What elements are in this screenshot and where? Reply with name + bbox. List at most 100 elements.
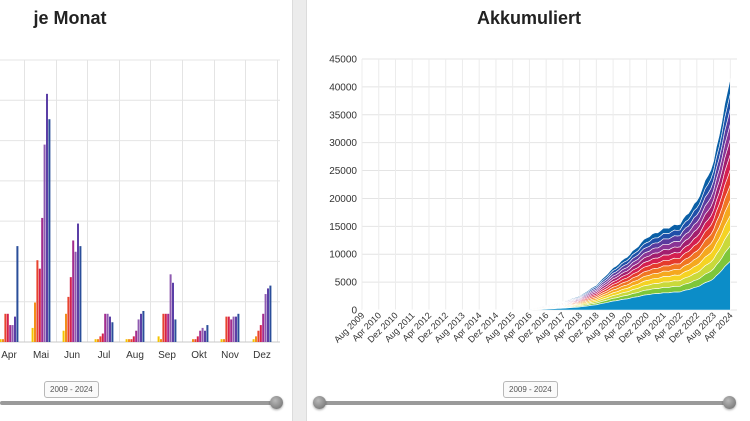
bar-okt-series-4 [196, 336, 199, 342]
y-tick-label: 10000 [329, 250, 357, 261]
bar-nov-series-5 [230, 319, 233, 342]
bar-apr-series-2 [1, 339, 4, 342]
bar-nov-series-4 [227, 316, 230, 342]
bar-jun-series-2 [65, 313, 67, 342]
area-series-1 [362, 260, 731, 311]
bar-okt-series-6 [201, 327, 204, 342]
bar-jul-series-4 [101, 333, 104, 342]
y-tick-label: 0 [351, 306, 357, 317]
bar-sep-series-1 [157, 336, 160, 342]
bar-aug-series-8 [142, 310, 145, 342]
bar-jun-series-8 [79, 246, 82, 342]
bar-jul-series-8 [111, 322, 114, 342]
bar-jul-series-5 [104, 313, 107, 342]
accumulated-range-slider-handle-end[interactable] [723, 396, 736, 409]
accumulated-range-slider-track[interactable] [319, 401, 729, 405]
bar-nov-series-1 [220, 339, 223, 342]
bar-sep-series-4 [164, 313, 167, 342]
bar-okt-series-5 [199, 330, 202, 342]
bar-jul-series-7 [109, 316, 111, 342]
y-tick-label: 15000 [329, 222, 357, 233]
bar-nov-series-7 [235, 316, 237, 342]
bar-apr-series-4 [6, 313, 9, 342]
x-tick-label: Aug [126, 350, 144, 361]
bar-nov-series-6 [232, 316, 235, 342]
bar-aug-series-3 [130, 339, 133, 342]
bar-sep-series-6 [169, 274, 172, 342]
bar-dez-series-6 [264, 294, 267, 342]
bar-okt-series-7 [204, 330, 206, 342]
x-tick-label: Mai [33, 350, 49, 361]
bar-mai-series-8 [48, 119, 51, 342]
bar-jul-series-1 [94, 339, 97, 342]
bar-dez-series-4 [259, 325, 262, 342]
bar-apr-series-3 [4, 313, 7, 342]
bar-aug-series-2 [128, 339, 130, 342]
monthly-range-slider-track[interactable] [0, 401, 276, 405]
y-tick-label: 20000 [329, 194, 357, 205]
bar-apr-series-8 [16, 246, 19, 342]
accumulated-range-label: 2009 - 2024 [503, 381, 558, 398]
monthly-range-slider-handle-end[interactable] [270, 396, 283, 409]
bar-jun-series-3 [67, 296, 70, 342]
bar-okt-series-2 [192, 339, 194, 342]
bar-jun-series-6 [74, 251, 77, 342]
bar-mai-series-4 [38, 268, 41, 342]
bar-dez-series-7 [267, 288, 269, 342]
bar-okt-series-3 [194, 339, 197, 342]
bar-sep-series-8 [174, 319, 177, 342]
bar-dez-series-3 [257, 330, 260, 342]
bar-dez-series-1 [252, 339, 255, 342]
bar-dez-series-8 [269, 285, 272, 342]
bar-jun-series-5 [72, 240, 75, 342]
accumulated-chart-panel: Akkumuliert 0 5000 10000 15000 20000 25000 300… [306, 0, 750, 421]
y-tick-label: 45000 [329, 55, 357, 66]
bar-mai-series-3 [36, 260, 39, 342]
bar-mai-series-7 [46, 93, 48, 342]
bar-jun-series-1 [62, 330, 65, 342]
bar-dez-series-5 [262, 313, 265, 342]
bar-mai-series-1 [31, 327, 34, 342]
bar-apr-series-5 [9, 325, 12, 342]
bar-aug-series-5 [135, 330, 138, 342]
bar-okt-series-8 [206, 325, 209, 342]
bar-nov-series-8 [237, 313, 240, 342]
bar-dez-series-2 [255, 336, 257, 342]
bar-nov-series-3 [225, 316, 228, 342]
bar-sep-series-2 [160, 339, 162, 342]
bar-sep-series-5 [167, 313, 170, 342]
accumulated-chart-title: Akkumuliert [476, 8, 582, 28]
y-tick-label: 25000 [329, 166, 357, 177]
monthly-chart-title: je Monat [33, 8, 107, 28]
bar-sep-series-3 [162, 313, 165, 342]
bar-nov-series-2 [223, 339, 225, 342]
y-tick-label: 40000 [329, 82, 357, 93]
bar-aug-series-7 [140, 313, 142, 342]
bar-mai-series-6 [43, 144, 46, 342]
x-tick-label: Sep [158, 350, 176, 361]
x-tick-label: Jun [64, 350, 80, 361]
bar-jul-series-6 [106, 313, 109, 342]
bar-jun-series-7 [77, 223, 79, 342]
accumulated-area-chart: 0 5000 10000 15000 20000 25000 30000 35000 40000… [329, 55, 737, 345]
bar-jun-series-4 [69, 277, 72, 342]
x-tick-label: Nov [221, 350, 239, 361]
bar-apr-series-7 [14, 316, 16, 342]
bar-aug-series-1 [125, 339, 128, 342]
bar-aug-series-6 [137, 319, 140, 342]
y-tick-label: 30000 [329, 138, 357, 149]
bar-jul-series-2 [97, 339, 99, 342]
x-tick-label: Apr [1, 350, 17, 361]
monthly-range-label: 2009 - 2024 [44, 381, 99, 398]
monthly-chart-panel: je Monat Apr Mai Jun Jul Aug Sep Okt Nov Dez 200… [0, 0, 293, 421]
bar-mai-series-5 [41, 217, 44, 342]
bar-jul-series-3 [99, 336, 102, 342]
bar-apr-series-6 [11, 325, 14, 342]
bar-aug-series-4 [132, 336, 135, 342]
bar-apr-series-1 [0, 339, 2, 342]
x-tick-label: Dez [253, 350, 271, 361]
accumulated-range-slider-handle-start[interactable] [313, 396, 326, 409]
y-tick-label: 35000 [329, 110, 357, 121]
y-tick-label: 5000 [335, 278, 358, 289]
bar-mai-series-2 [34, 302, 36, 342]
